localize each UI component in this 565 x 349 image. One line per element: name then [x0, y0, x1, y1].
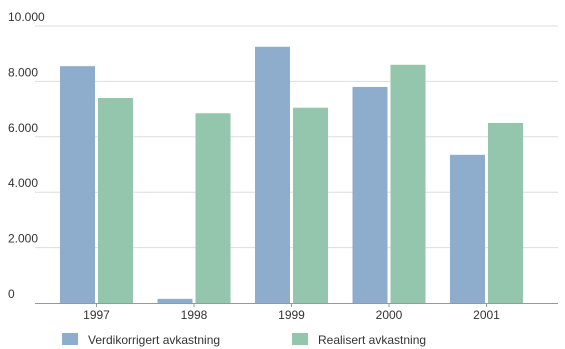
bars	[60, 46, 523, 304]
y-tick-label: 6.000	[8, 121, 38, 135]
x-axis-tick-labels: 1997 1998 1999 2000 2001	[83, 303, 500, 322]
legend-swatch-series-2	[292, 333, 308, 345]
bar-1999-series-2	[293, 107, 328, 303]
bar-2001-series-2	[488, 122, 523, 303]
bar-1997-series-1	[60, 66, 95, 303]
bar-1999-series-1	[255, 46, 290, 304]
legend-label-series-1: Verdikorrigert avkastning	[88, 333, 220, 347]
bar-1998-series-2	[195, 113, 231, 303]
x-tick-label: 2000	[376, 308, 403, 322]
legend-label-series-2: Realisert avkastning	[318, 333, 426, 347]
y-tick-label: 2.000	[8, 232, 38, 246]
y-axis-tick-labels: 0 2.000 4.000 6.000 8.000 10.000	[8, 10, 45, 301]
y-tick-label: 0	[8, 287, 15, 301]
x-tick-label: 1998	[181, 308, 208, 322]
x-tick-label: 1999	[278, 308, 305, 322]
bar-1997-series-2	[98, 98, 133, 304]
legend: Verdikorrigert avkastning Realisert avkas…	[62, 333, 426, 347]
y-tick-label: 10.000	[8, 10, 45, 24]
y-tick-label: 4.000	[8, 176, 38, 190]
bar-2000-series-2	[390, 64, 426, 303]
bar-1998-series-1	[157, 298, 193, 303]
bar-2000-series-1	[352, 86, 388, 303]
x-tick-label: 1997	[83, 308, 110, 322]
bar-2001-series-1	[450, 154, 485, 303]
legend-swatch-series-1	[62, 333, 78, 345]
y-tick-label: 8.000	[8, 65, 38, 79]
x-tick-label: 2001	[473, 308, 500, 322]
